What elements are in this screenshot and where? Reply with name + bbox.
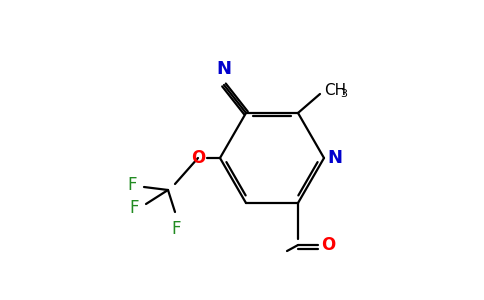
Text: F: F: [130, 199, 139, 217]
Text: N: N: [216, 60, 231, 78]
Text: F: F: [171, 220, 181, 238]
Text: N: N: [327, 149, 342, 167]
Text: 3: 3: [340, 89, 347, 99]
Text: CH: CH: [324, 83, 346, 98]
Text: O: O: [191, 149, 205, 167]
Text: O: O: [321, 236, 335, 254]
Text: F: F: [127, 176, 137, 194]
